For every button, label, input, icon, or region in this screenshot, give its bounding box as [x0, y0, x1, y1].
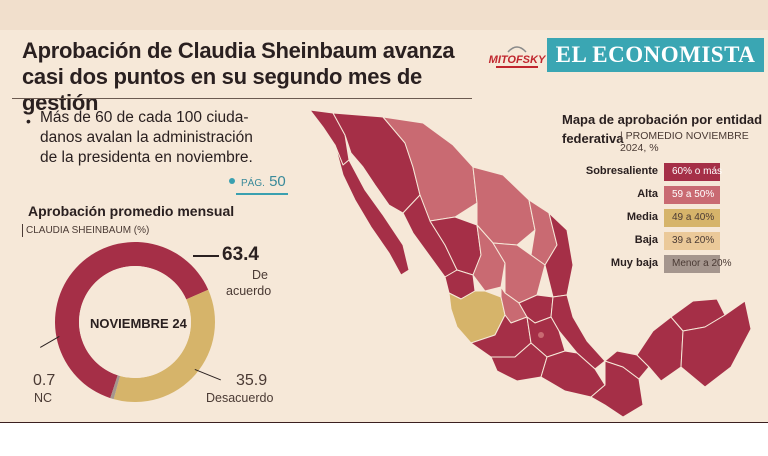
acuerdo-caption-1: De	[252, 268, 268, 282]
legend-swatch-sobresaliente	[664, 163, 720, 181]
donut-hole	[79, 266, 191, 378]
donut-chart-title: Aprobación promedio mensual	[28, 203, 235, 219]
desacuerdo-value-label: 35.9	[236, 372, 268, 389]
map-subtitle: | PROMEDIO NOVIEMBRE 2024, %	[620, 130, 749, 154]
mitofsky-logo-text: MITOFSKY	[489, 54, 546, 66]
page-title: Aprobación de Claudia Sheinbaum avanza c…	[22, 38, 492, 116]
nc-value-label: 0.7	[33, 372, 56, 389]
legend-range-alta: 59 a 50%	[672, 189, 715, 200]
map-title-line-2: federativa	[562, 131, 624, 146]
legend-range-sobresaliente: 60% o más	[672, 166, 723, 177]
donut-center-label: NOVIEMBRE 24	[90, 316, 187, 331]
legend-label-alta: Alta	[637, 188, 658, 200]
title-line-1: Aprobación de Claudia Sheinbaum avanza	[22, 38, 455, 63]
legend-range-media: 49 a 40%	[672, 212, 715, 223]
nc-caption: NC	[34, 391, 53, 405]
top-strip	[0, 0, 768, 30]
title-divider	[12, 98, 472, 99]
map-title: Mapa de aprobación por entidad federativ…	[562, 110, 762, 148]
desacuerdo-caption: Desacuerdo	[206, 391, 274, 405]
el-economista-logo: EL ECONOMISTA	[547, 38, 764, 72]
acuerdo-caption-2: acuerdo	[226, 284, 272, 298]
legend-swatch-alta	[664, 186, 720, 204]
donut-slice-desacuerdo	[113, 289, 216, 402]
summary-line-2: danos avalan la administración	[40, 129, 253, 146]
summary-text: Más de 60 de cada 100 ciuda- danos avala…	[40, 108, 330, 168]
legend-range-baja: 39 a 20%	[672, 235, 715, 246]
donut-slice-de-acuerdo	[55, 242, 209, 399]
state-quintana-roo	[680, 300, 752, 388]
page-reference[interactable]: PÁG. 50	[241, 173, 286, 190]
bottom-strip	[0, 422, 768, 456]
acuerdo-value-label: 63.4	[222, 244, 259, 265]
map-title-line-1: Mapa de aprobación por entidad	[562, 112, 763, 127]
acuerdo-leader-h	[193, 255, 219, 257]
donut-chart-subtitle: CLAUDIA SHEINBAUM (%)	[26, 225, 150, 236]
legend-swatch-muy-baja	[664, 255, 720, 273]
donut-chart	[55, 242, 216, 402]
donut-slice-nc	[110, 375, 121, 400]
state-cdmx	[538, 332, 544, 338]
legend-label-media: Media	[626, 211, 658, 223]
donut-subtitle-bar	[22, 224, 23, 237]
mexico-map	[309, 109, 752, 418]
map-subtitle-text: PROMEDIO NOVIEMBRE 2024, %	[620, 130, 749, 154]
page-reference-dot	[229, 178, 235, 184]
title-line-2: casi dos puntos en su segundo mes de ges…	[22, 64, 422, 115]
legend-swatch-baja	[664, 232, 720, 250]
legend-label-sobresaliente: Sobresaliente	[585, 165, 658, 177]
mitofsky-logo: MITOFSKY	[489, 46, 546, 68]
legend-label-baja: Baja	[634, 234, 658, 246]
page-number: 50	[269, 173, 286, 190]
mitofsky-logo-bar	[496, 66, 538, 68]
legend-range-muy-baja: Menor a 20%	[672, 258, 732, 269]
legend-swatch-media	[664, 209, 720, 227]
legend-label-muy-baja: Muy baja	[610, 257, 658, 269]
summary-line-3: de la presidenta en noviembre.	[40, 149, 253, 166]
mitofsky-logo-arc	[507, 46, 527, 53]
state-baja-california-sur	[334, 144, 410, 276]
summary-line-1: Más de 60 de cada 100 ciuda-	[40, 109, 249, 126]
bullet-marker: •	[26, 113, 31, 129]
page-reference-underline	[236, 193, 288, 195]
page-prefix: PÁG.	[241, 178, 265, 189]
